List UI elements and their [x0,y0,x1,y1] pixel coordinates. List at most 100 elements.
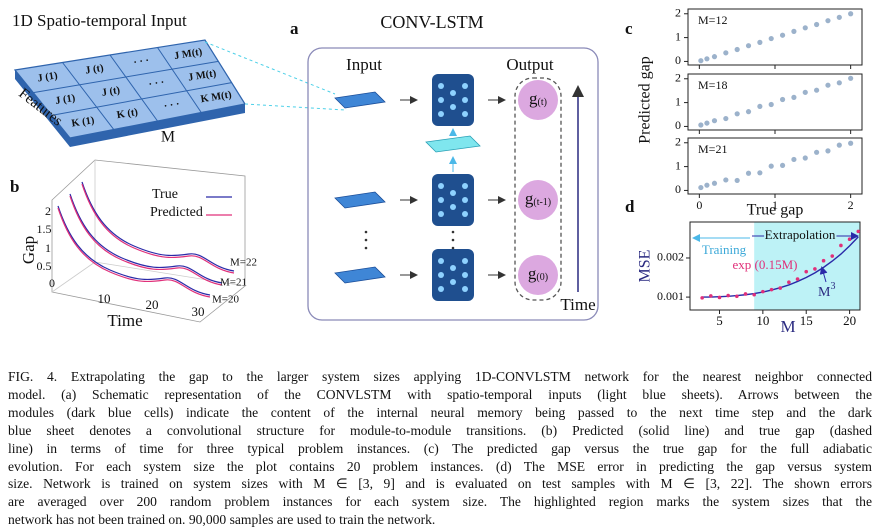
scatter-point [836,14,842,20]
neuron [450,190,456,196]
true-curve [57,205,211,296]
scatter-point [802,25,808,31]
m3-sup: 3 [830,281,835,292]
mse-point [856,229,861,234]
y-tick-label: 2 [675,135,681,149]
scatter-point [734,46,740,53]
dot [364,238,368,242]
x-tick-label: 20 [146,297,159,312]
instance-label: M=20 [212,294,239,306]
cell-label: K M(t) [200,89,233,105]
y-axis-label: Gap [19,236,38,264]
scatter-point [779,32,786,38]
neuron [438,197,444,203]
output-sub: (0) [536,272,548,283]
sheet-grid [62,62,115,130]
neuron [462,211,468,217]
mse-point [700,296,704,300]
scatter-point [734,177,740,184]
scatter-point [745,170,752,176]
subplot-label: M=12 [698,13,727,27]
output-label: g(0) [528,264,548,283]
extrapolation-region [754,222,860,310]
y-tick-label: 0.5 [37,259,52,273]
mse-point [813,267,817,271]
panel-label: d [625,197,635,216]
m3-arrow [819,266,828,283]
mse-point [821,258,826,263]
neuron [462,272,468,278]
caption-line: blue sheet denotes a convolutional struc… [8,422,872,438]
neuron [438,272,444,278]
dot [451,230,455,234]
panel-label: a [290,19,299,38]
scatter-point [745,43,752,49]
cell-label: · · · [163,99,180,112]
caption-line: are averaged over 200 random problem ins… [8,494,872,510]
caption-line: modules (dark blue cells) indicate the c… [8,404,872,420]
x-axis-label: M [780,317,795,336]
scatter-point [825,148,831,154]
scatter-point [836,142,842,148]
cell-label: J (t) [101,85,121,99]
mse-point [709,294,713,298]
panel-title: CONV-LSTM [380,12,483,32]
neuron [438,83,444,89]
cell-label: · · · [133,55,150,68]
mse-point [804,269,809,274]
caption-line: network has not been trained on. 90,000 … [8,512,436,528]
x-axis-label: Time [107,311,142,330]
dot [451,238,455,242]
mse-point [761,289,765,294]
output-g: g [525,189,534,208]
extrapolation-label: Extrapolation [765,227,836,242]
x-tick-label: 30 [192,304,205,319]
neuron [462,83,468,89]
scatter-point [704,56,710,62]
cell-label: K (t) [116,107,139,121]
legend-label: Predicted [150,205,203,220]
scatter-point [814,149,820,155]
x-tick-label: 2 [848,198,854,212]
neuron [438,97,444,103]
x-tick-label: 20 [843,313,856,328]
caption-line: model. (a) Schematic representation of t… [8,386,872,402]
neuron [438,286,444,292]
mse-point [769,287,774,292]
x-tick-label: 15 [800,313,813,328]
input-sheet [334,91,386,109]
mse-point [839,243,843,248]
panel-label: c [625,19,633,38]
output-node [518,180,558,220]
caption-line: line) in terms of time for three typical… [8,440,872,456]
scatter-point [723,50,729,56]
y-tick-label: 0.001 [657,289,684,303]
mse-point [752,292,756,297]
mse-point [847,237,852,242]
y-tick-label: 1 [45,241,51,255]
x-tick-label: 10 [756,313,769,328]
neuron [462,97,468,103]
y-tick-label: 2 [675,71,681,85]
scatter-point [825,82,831,88]
cell-label: J (1) [37,70,59,84]
x-tick-label: 10 [98,291,111,306]
scatter-point [698,122,704,128]
panel-d-plot: 0.001 0.002 5 10 15 20 [657,221,861,328]
predicted-curve [81,183,235,274]
true-curve [81,181,235,272]
input-sheet: J (1) J (t) · · · J M(t) J (1) J (t) · · · J M(… [13,39,246,147]
caption-line: evolution. For each system size the plot… [8,458,872,474]
scatter-point [779,162,786,169]
mse-point [717,295,722,300]
output-label: g(t-1) [525,189,551,208]
panel-c-plots: 0 1 2 M=12 0 1 2 M=18 0 1 2 0 1 2 M=21 [675,6,863,212]
sheet-grid [109,54,158,122]
cell-label: J M(t) [187,68,217,83]
neuron [462,286,468,292]
mse-point [795,277,800,281]
dot [451,246,455,250]
subplot-label: M=21 [698,142,727,156]
m-label: M [161,129,175,146]
link-line [204,41,336,95]
